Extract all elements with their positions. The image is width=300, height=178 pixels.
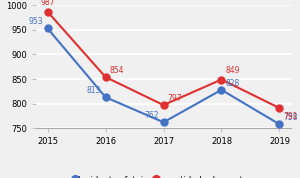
Incidentes fatais	[104, 96, 107, 98]
Text: 854: 854	[110, 66, 124, 75]
Incidentes fatais	[46, 27, 50, 30]
Line: quantidade de mortos: quantidade de mortos	[44, 8, 283, 111]
Text: 758: 758	[284, 113, 298, 122]
Legend: Incidentes fatais, quantidade de mortos: Incidentes fatais, quantidade de mortos	[71, 172, 256, 178]
Incidentes fatais	[220, 89, 223, 91]
quantidade de mortos	[46, 11, 50, 13]
quantidade de mortos	[220, 78, 223, 81]
Text: 762: 762	[144, 111, 159, 120]
Text: 791: 791	[284, 112, 298, 121]
Text: 797: 797	[168, 94, 182, 103]
quantidade de mortos	[162, 104, 165, 106]
Incidentes fatais	[278, 123, 281, 125]
Incidentes fatais	[162, 121, 165, 123]
Text: 828: 828	[226, 79, 240, 88]
quantidade de mortos	[104, 76, 107, 78]
Text: 813: 813	[86, 86, 100, 95]
Line: Incidentes fatais: Incidentes fatais	[44, 25, 283, 128]
quantidade de mortos	[278, 107, 281, 109]
Text: 987: 987	[40, 0, 55, 7]
Text: 849: 849	[226, 66, 240, 75]
Text: 953: 953	[28, 17, 43, 26]
